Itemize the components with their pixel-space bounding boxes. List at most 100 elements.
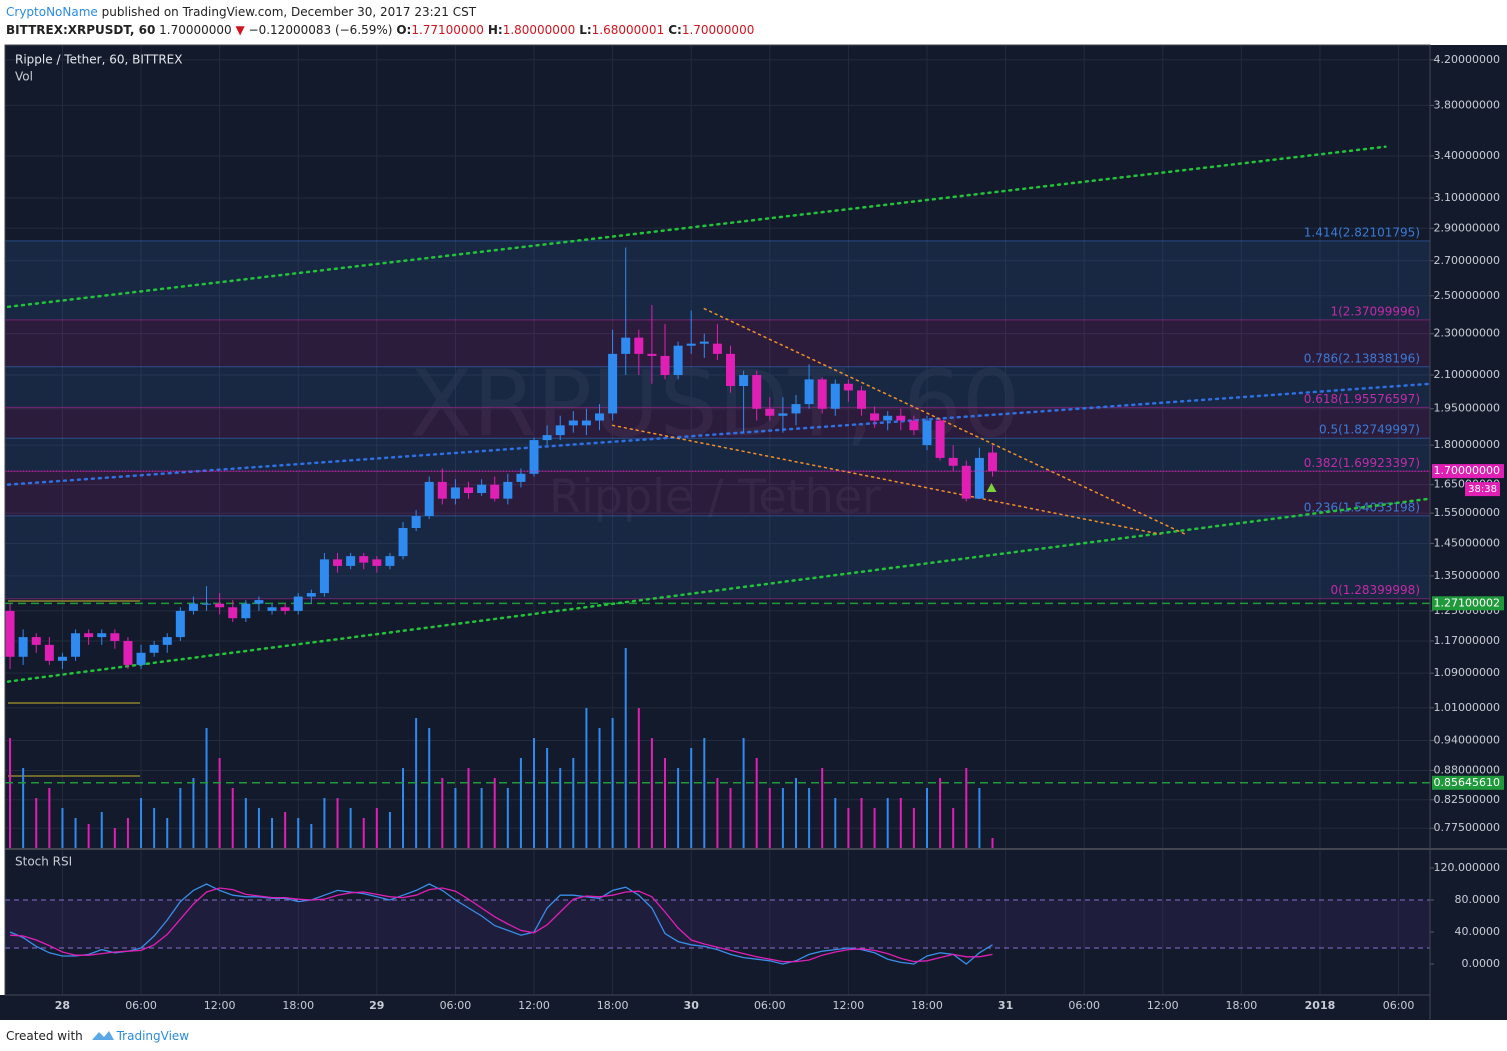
candle-body [830, 383, 840, 409]
ohlc-key: C: [668, 23, 682, 37]
ohlc: O:1.77100000 H:1.80000000 L:1.68000001 C:1.… [396, 23, 758, 37]
x-tick-label: 12:00 [833, 999, 865, 1012]
candle-body [883, 415, 893, 421]
candle-body [175, 610, 185, 638]
countdown: 38:38 [1468, 484, 1497, 495]
y-tick-label: 1.01000000 [1434, 701, 1500, 714]
axis-label: 1.70000000 [1434, 464, 1500, 477]
x-tick-label: 06:00 [440, 999, 472, 1012]
y-tick-label: 1.17000000 [1434, 634, 1500, 647]
fib-band [5, 471, 1430, 516]
x-tick-label: 18:00 [911, 999, 943, 1012]
x-tick-label: 18:00 [1226, 999, 1258, 1012]
created: Created with [6, 1029, 83, 1043]
fib-band [5, 515, 1430, 599]
candle-body [372, 559, 382, 566]
candle-body [935, 420, 945, 458]
fib-band [5, 438, 1430, 472]
candle-body [621, 337, 631, 354]
candle-body [568, 420, 578, 426]
axis-background [1430, 45, 1507, 1020]
x-tick-label: 18:00 [282, 999, 314, 1012]
trendline [703, 307, 1186, 535]
x-tick-label: 12:00 [204, 999, 236, 1012]
fib-band [5, 240, 1430, 320]
rsi-band [5, 900, 1430, 948]
candle-body [490, 484, 500, 499]
y-tick-label: 2.70000000 [1434, 254, 1500, 267]
candle-body [319, 559, 329, 594]
fib-label: 0.786(2.13838196) [1304, 351, 1420, 365]
trendline [6, 382, 1432, 486]
candle-body [241, 603, 251, 619]
candle-body [280, 607, 290, 611]
candle-body [267, 607, 277, 611]
candle-body [673, 345, 683, 376]
candle-body [791, 404, 801, 414]
fib-label: 0(1.28399998) [1330, 583, 1420, 597]
candle-body [437, 481, 447, 499]
ohlc-key: L: [579, 23, 592, 37]
candle-body [529, 440, 539, 474]
candle-body [739, 375, 749, 386]
y-tick-label: 3.80000000 [1434, 98, 1500, 111]
ohlc-value: 1.70000000 [681, 23, 755, 37]
candle-body [765, 408, 775, 416]
candle-body [84, 633, 94, 638]
candle-body [817, 379, 827, 409]
y-tick-label: 2.90000000 [1434, 221, 1500, 234]
brand[interactable]: TradingView [116, 1029, 190, 1043]
candle-body [411, 516, 421, 529]
candle-body [306, 593, 316, 597]
symbol: BITTREX:XRPUSDT, 60 [6, 23, 156, 37]
y-tick-label: 1.80000000 [1434, 438, 1500, 451]
trendline [6, 497, 1432, 683]
candle-body [922, 420, 932, 446]
fib-label: 1(2.37099996) [1330, 304, 1420, 318]
candle-body [555, 425, 565, 436]
y-tick-label: 4.20000000 [1434, 53, 1500, 66]
y-tick-label: 0.82500000 [1434, 793, 1500, 806]
candle-body [660, 355, 670, 376]
candle-body [188, 603, 198, 611]
candle-body [215, 603, 225, 608]
last: 1.70000000 [159, 23, 232, 37]
candle-body [843, 383, 853, 391]
candle-body [71, 633, 81, 657]
candle-body [961, 465, 971, 499]
chart-title: Ripple / Tether, 60, BITTREX [15, 53, 182, 67]
candle-body [581, 420, 591, 426]
candle-body [948, 457, 958, 466]
countdown-bg [1465, 482, 1500, 497]
candle-body [359, 556, 369, 563]
candle-body [333, 559, 343, 566]
y-tick-label: 1.55000000 [1434, 506, 1500, 519]
publish-line: CryptoNoName published on TradingView.co… [6, 3, 1501, 21]
y-tick-label: 0.88000000 [1434, 763, 1500, 776]
x-tick-label: 2018 [1305, 999, 1336, 1012]
axis-label-bg [1432, 464, 1504, 479]
candle-body [385, 556, 395, 566]
candle-body [974, 457, 984, 499]
candle-body [634, 337, 644, 354]
candle-body [608, 353, 618, 414]
x-tick-label: 28 [55, 999, 70, 1012]
ohlc-key: H: [487, 23, 503, 37]
candle-body [450, 487, 460, 499]
candle-body [686, 343, 696, 346]
author[interactable]: CryptoNoName [6, 5, 98, 19]
x-tick-label: 06:00 [1383, 999, 1415, 1012]
ohlc-value: 1.77100000 [411, 23, 484, 37]
logo [91, 1031, 114, 1040]
y-tick-label: 1.09000000 [1434, 666, 1500, 679]
candle-body [477, 484, 487, 494]
published: published on TradingView.com, December 3… [101, 5, 477, 19]
candle-body [424, 481, 434, 517]
candle-body [909, 420, 919, 431]
x-tick-label: 12:00 [518, 999, 550, 1012]
axis-label: 0.85645610 [1434, 776, 1500, 789]
candle-body [503, 481, 513, 499]
trendline [6, 145, 1387, 309]
watermark: XRPUSDT, 60 [410, 350, 1021, 457]
candle-body [97, 633, 107, 638]
